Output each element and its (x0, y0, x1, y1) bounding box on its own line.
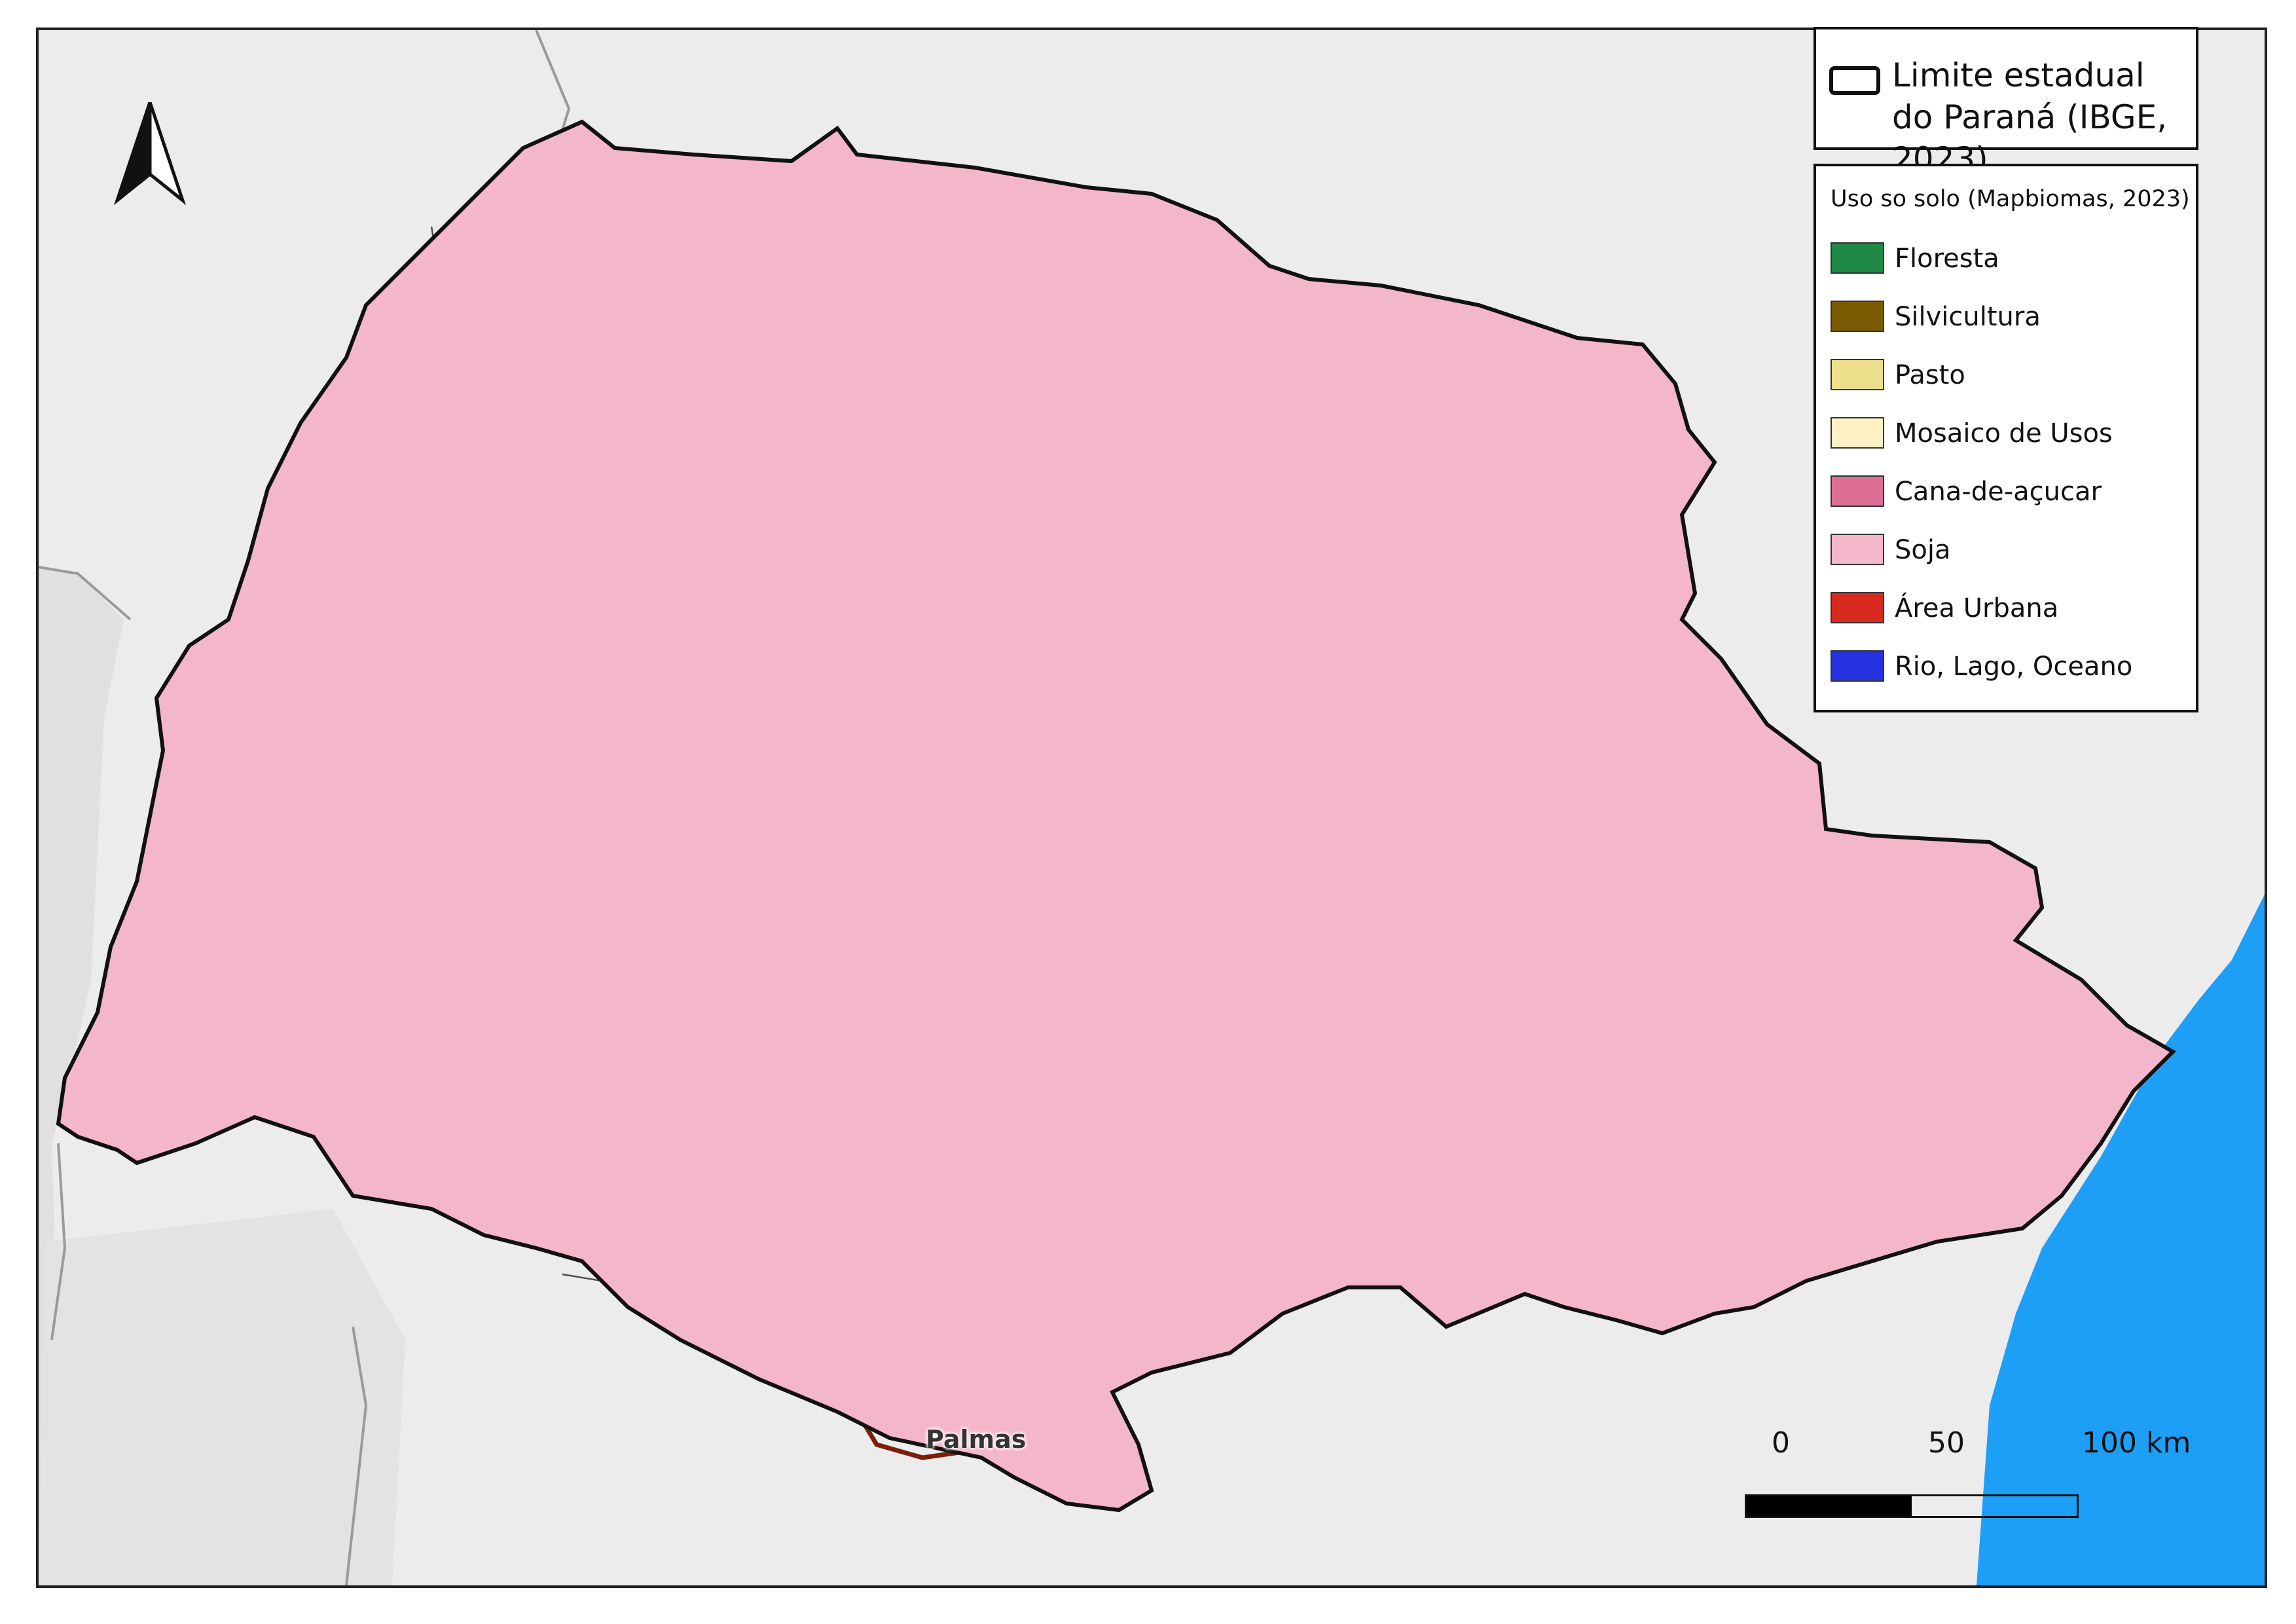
neighbor-west (39, 567, 124, 1585)
legend-item: Silvicultura (1831, 301, 2184, 340)
scale-tick-100: 100 km (2082, 1426, 2191, 1460)
state-boundary-symbol (1829, 66, 1880, 95)
legend-swatch-mosaico (1831, 417, 1884, 449)
palmas-label: Palmas (926, 1425, 1027, 1454)
legend-item: Floresta (1831, 242, 2184, 282)
legend-swatch-soja (1831, 534, 1884, 565)
legend-item: Rio, Lago, Oceano (1831, 650, 2184, 690)
neighbor-south-west (39, 1209, 405, 1585)
legend-landuse-title: Uso so solo (Mapbiomas, 2023) (1831, 186, 2190, 212)
legend-item: Cana-de-açucar (1831, 475, 2184, 515)
legend-label: Mosaico de Usos (1895, 418, 2113, 449)
legend-swatch-pasto (1831, 359, 1884, 390)
legend-swatch-silvicultura (1831, 301, 1884, 332)
legend-boundary-label: Limite estadual do Paraná (IBGE, 2023) (1892, 56, 2168, 178)
legend-item: Área Urbana (1831, 592, 2184, 631)
legend-swatch-floresta (1831, 242, 1884, 274)
legend-item: Pasto (1831, 359, 2184, 398)
legend-label: Soja (1895, 535, 1951, 565)
scale-bar-black-segment (1747, 1496, 1912, 1516)
ocean (1977, 895, 2265, 1585)
legend-item: Soja (1831, 534, 2184, 573)
legend-swatch-urbana (1831, 592, 1884, 623)
scale-bar (1745, 1494, 2079, 1518)
scale-tick-0: 0 (1772, 1426, 1790, 1460)
north-arrow-icon (111, 101, 189, 210)
scale-tick-50: 50 (1928, 1426, 1965, 1460)
legend-swatch-agua (1831, 650, 1884, 682)
legend-landuse: Uso so solo (Mapbiomas, 2023) Floresta S… (1813, 164, 2198, 712)
legend-label: Rio, Lago, Oceano (1895, 652, 2133, 682)
legend-label: Pasto (1895, 360, 1965, 390)
legend-boundary: Limite estadual do Paraná (IBGE, 2023) (1813, 27, 2198, 178)
legend-label: Área Urbana (1895, 593, 2059, 623)
legend-label: Silvicultura (1895, 302, 2041, 332)
legend-label: Floresta (1895, 244, 1999, 274)
legend-swatch-cana (1831, 475, 1884, 507)
legend-label: Cana-de-açucar (1895, 477, 2102, 507)
parana-map (39, 30, 2265, 1585)
legend-item: Mosaico de Usos (1831, 417, 2184, 456)
